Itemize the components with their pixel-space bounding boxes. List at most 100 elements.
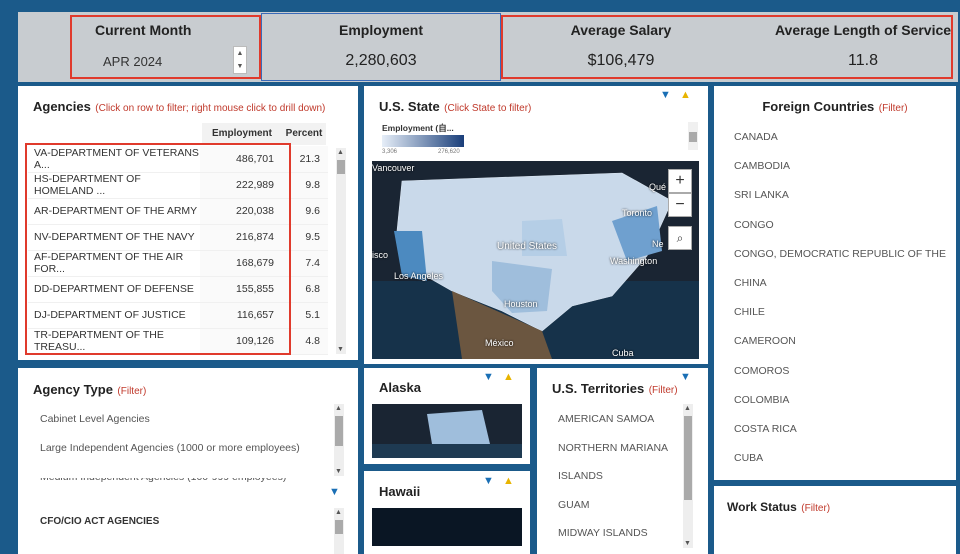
month-stepper[interactable]: ▲ ▼: [233, 46, 247, 74]
scroll-thumb[interactable]: [684, 416, 692, 500]
scroll-up-icon[interactable]: ▲: [684, 405, 691, 412]
foreign-countries-panel: Foreign Countries (Filter) CANADA CAMBODI…: [714, 86, 956, 480]
legend-min: 3,306: [382, 149, 398, 155]
agency-employment-cell: 116,657: [200, 302, 282, 329]
filter-icon[interactable]: ▼: [329, 486, 340, 498]
agency-name-cell: DD-DEPARTMENT OF DEFENSE: [28, 276, 200, 303]
list-item[interactable]: MIDWAY ISLANDS: [558, 527, 648, 539]
list-item[interactable]: SRI LANKA: [734, 189, 789, 202]
agency-percent-cell: 9.8: [282, 172, 328, 199]
cfo-scrollbar[interactable]: ▲: [334, 508, 344, 554]
scroll-down-icon[interactable]: ▼: [337, 346, 344, 353]
list-item[interactable]: AMERICAN SAMOA: [558, 413, 655, 425]
table-row[interactable]: NV-DEPARTMENT OF THE NAVY 216,874 9.5: [28, 224, 328, 251]
agency-type-hint[interactable]: (Filter): [117, 386, 147, 397]
us-state-title: U.S. State: [379, 99, 440, 114]
list-item[interactable]: COSTA RICA: [734, 423, 797, 435]
employment-value: 2,280,603: [345, 52, 417, 69]
list-item[interactable]: NORTHERN MARIANA: [558, 441, 669, 454]
list-item[interactable]: CAMBODIA: [734, 160, 791, 173]
legend-scroll-thumb[interactable]: [689, 132, 697, 142]
down-arrow-icon[interactable]: ▼: [236, 63, 244, 70]
scroll-up-icon[interactable]: ▲: [335, 509, 342, 516]
hawaii-title: Hawaii: [379, 484, 421, 499]
scroll-thumb[interactable]: [335, 520, 343, 534]
list-item[interactable]: ISLANDS: [558, 470, 603, 482]
agencies-table: VA-DEPARTMENT OF VETERANS A... 486,701 21.…: [28, 146, 328, 355]
current-month-kpi: Current Month APR 2024 ▲ ▼: [58, 12, 247, 82]
foreign-title: Foreign Countries: [762, 99, 875, 114]
agency-percent-cell: 9.5: [282, 224, 328, 251]
territories-panel: U.S. Territories (Filter) ▼ AMERICAN SAM…: [537, 368, 708, 554]
scroll-up-icon[interactable]: ▲: [335, 405, 342, 412]
list-item[interactable]: COMOROS: [734, 364, 790, 377]
list-item[interactable]: CHILE: [734, 306, 765, 319]
scroll-down-icon[interactable]: ▼: [335, 468, 342, 475]
list-item[interactable]: CONGO, DEMOCRATIC REPUBLIC OF THE: [734, 247, 946, 260]
us-map-svg: [372, 161, 699, 359]
list-item[interactable]: Large Independent Agencies (1000 or more…: [40, 442, 300, 454]
service-kpi: Average Length of Service 11.8: [758, 12, 960, 82]
label-toronto: Toronto: [622, 208, 653, 218]
agencies-scrollbar[interactable]: ▲ ▼: [336, 148, 346, 354]
agency-percent-cell: 7.4: [282, 250, 328, 277]
hawaii-panel: Hawaii ▼ ▲: [364, 471, 530, 554]
legend-max: 276,620: [438, 149, 460, 155]
cfo-title: CFO/CIO ACT AGENCIES: [40, 516, 160, 527]
filter-icon[interactable]: ▼: [483, 371, 494, 383]
label-unitedstates: United States: [497, 241, 558, 252]
us-state-map[interactable]: Vancouver Qué Toronto Ne United States W…: [372, 161, 699, 359]
col-employment-header[interactable]: Employment: [202, 123, 282, 145]
territories-header: U.S. Territories (Filter): [552, 380, 678, 398]
table-row[interactable]: DD-DEPARTMENT OF DEFENSE 155,855 6.8: [28, 276, 328, 303]
scroll-thumb[interactable]: [337, 160, 345, 174]
territories-hint[interactable]: (Filter): [648, 385, 678, 396]
hawaii-map[interactable]: [372, 508, 522, 546]
alaska-map[interactable]: [372, 404, 522, 458]
scroll-down-icon[interactable]: ▼: [684, 540, 691, 547]
list-item[interactable]: CONGO: [734, 218, 774, 231]
territories-title: U.S. Territories: [552, 381, 645, 396]
legend-gradient: [382, 135, 464, 147]
list-item[interactable]: Cabinet Level Agencies: [40, 413, 150, 425]
list-item[interactable]: CAMEROON: [734, 335, 796, 348]
agencies-header: Agencies (Click on row to filter; right …: [33, 98, 325, 116]
agency-percent-cell: 4.8: [282, 328, 328, 355]
work-status-title: Work Status: [727, 500, 797, 514]
work-status-panel: Work Status (Filter): [714, 486, 956, 554]
filter-icon[interactable]: ▼: [483, 475, 494, 487]
salary-value: $106,479: [587, 52, 655, 69]
agency-employment-cell: 486,701: [200, 146, 282, 173]
agency-type-scrollbar[interactable]: ▲ ▼: [334, 404, 344, 476]
legend-title: Employment (自...: [382, 123, 454, 133]
table-row[interactable]: HS-DEPARTMENT OF HOMELAND ... 222,989 9.8: [28, 172, 328, 199]
list-item[interactable]: CHINA: [734, 277, 767, 289]
list-item[interactable]: CUBA: [734, 452, 764, 465]
us-state-hint: (Click State to filter): [444, 103, 532, 114]
agency-employment-cell: 168,679: [200, 250, 282, 277]
list-item[interactable]: COLOMBIA: [734, 393, 790, 406]
table-row[interactable]: AF-DEPARTMENT OF THE AIR FOR... 168,679 7.…: [28, 250, 328, 277]
scroll-up-icon[interactable]: ▲: [337, 149, 344, 156]
filter-icon[interactable]: ▼: [680, 371, 691, 383]
us-state-header: U.S. State (Click State to filter): [379, 98, 531, 116]
table-row[interactable]: DJ-DEPARTMENT OF JUSTICE 116,657 5.1: [28, 302, 328, 329]
search-icon[interactable]: ⌕: [668, 226, 692, 250]
table-row[interactable]: AR-DEPARTMENT OF THE ARMY 220,038 9.6: [28, 198, 328, 225]
list-item[interactable]: GUAM: [558, 498, 590, 511]
col-percent-header[interactable]: Percent: [282, 123, 326, 145]
filter-icon[interactable]: ▼: [660, 89, 671, 101]
zoom-in-button[interactable]: +: [668, 169, 692, 193]
scroll-thumb[interactable]: [335, 416, 343, 446]
list-item[interactable]: CANADA: [734, 131, 778, 143]
up-arrow-icon[interactable]: ▲: [236, 50, 244, 57]
foreign-hint[interactable]: (Filter): [878, 103, 908, 114]
table-row[interactable]: VA-DEPARTMENT OF VETERANS A... 486,701 21.…: [28, 146, 328, 173]
salary-title: Average Salary: [570, 22, 672, 38]
work-status-hint[interactable]: (Filter): [801, 503, 831, 514]
territories-scrollbar[interactable]: ▲ ▼: [683, 404, 693, 548]
table-row[interactable]: TR-DEPARTMENT OF THE TREASU... 109,126 4.8: [28, 328, 328, 355]
legend-scrollbar[interactable]: [688, 122, 698, 150]
zoom-out-button[interactable]: −: [668, 193, 692, 217]
agency-percent-cell: 9.6: [282, 198, 328, 225]
